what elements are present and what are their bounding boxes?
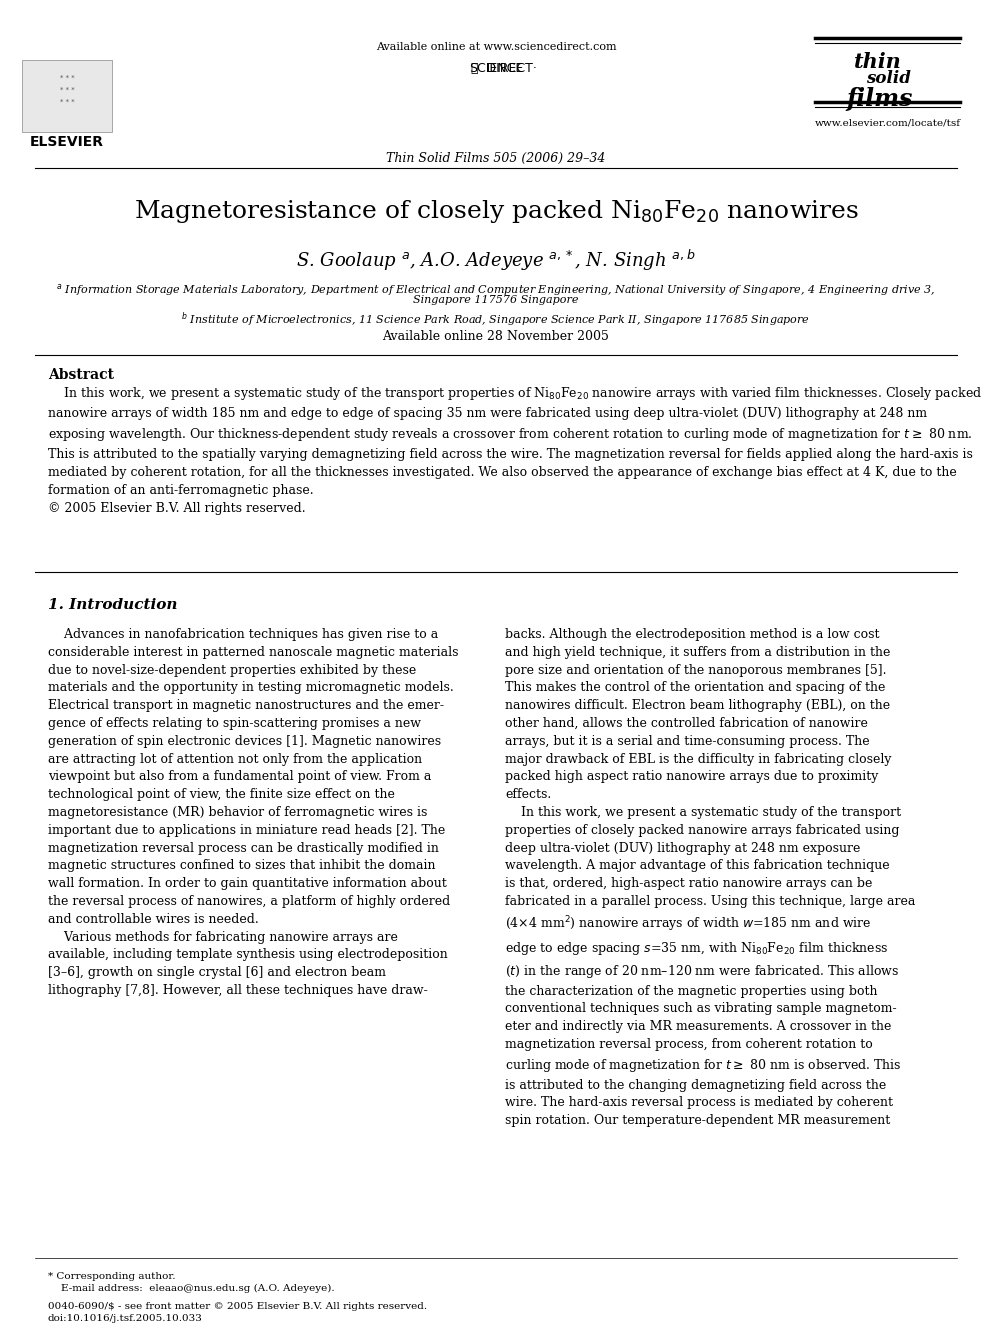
Text: * * *: * * * [60,99,74,105]
Text: Advances in nanofabrication techniques has given rise to a
considerable interest: Advances in nanofabrication techniques h… [48,628,458,998]
Text: solid: solid [866,70,911,87]
Text: S. Goolaup $^{a}$, A.O. Adeyeye $^{a,*}$, N. Singh $^{a,b}$: S. Goolaup $^{a}$, A.O. Adeyeye $^{a,*}$… [297,247,695,274]
Text: Magnetoresistance of closely packed Ni$_{80}$Fe$_{20}$ nanowires: Magnetoresistance of closely packed Ni$_… [134,198,858,225]
Text: 1. Introduction: 1. Introduction [48,598,178,613]
Text: Available online 28 November 2005: Available online 28 November 2005 [383,329,609,343]
Bar [22,60,112,132]
Text: Singapore 117576 Singapore: Singapore 117576 Singapore [414,295,578,306]
Text: ⓐ  DIRECT·: ⓐ DIRECT· [463,62,537,75]
Text: Thin Solid Films 505 (2006) 29–34: Thin Solid Films 505 (2006) 29–34 [386,152,606,165]
Text: doi:10.1016/j.tsf.2005.10.033: doi:10.1016/j.tsf.2005.10.033 [48,1314,203,1323]
Text: * * *: * * * [60,87,74,93]
Text: * Corresponding author.: * Corresponding author. [48,1271,176,1281]
Text: Available online at www.sciencedirect.com: Available online at www.sciencedirect.co… [376,42,616,52]
Text: thin: thin [854,52,902,71]
Text: www.elsevier.com/locate/tsf: www.elsevier.com/locate/tsf [815,118,961,127]
Text: E-mail address:  eleaao@nus.edu.sg (A.O. Adeyeye).: E-mail address: eleaao@nus.edu.sg (A.O. … [48,1285,334,1293]
Text: SCIENCE: SCIENCE [469,62,523,75]
Text: films: films [847,87,914,111]
Text: 0040-6090/$ - see front matter © 2005 Elsevier B.V. All rights reserved.: 0040-6090/$ - see front matter © 2005 El… [48,1302,428,1311]
Text: ELSEVIER: ELSEVIER [30,135,104,149]
Text: * * *: * * * [60,75,74,81]
Text: $^{b}$ Institute of Microelectronics, 11 Science Park Road, Singapore Science Pa: $^{b}$ Institute of Microelectronics, 11… [182,310,810,328]
Text: $^{a}$ Information Storage Materials Laboratory, Department of Electrical and Co: $^{a}$ Information Storage Materials Lab… [57,282,935,298]
Text: In this work, we present a systematic study of the transport properties of Ni$_{: In this work, we present a systematic st… [48,385,982,515]
Text: backs. Although the electrodeposition method is a low cost
and high yield techni: backs. Although the electrodeposition me… [505,628,916,1127]
Text: Abstract: Abstract [48,368,114,382]
